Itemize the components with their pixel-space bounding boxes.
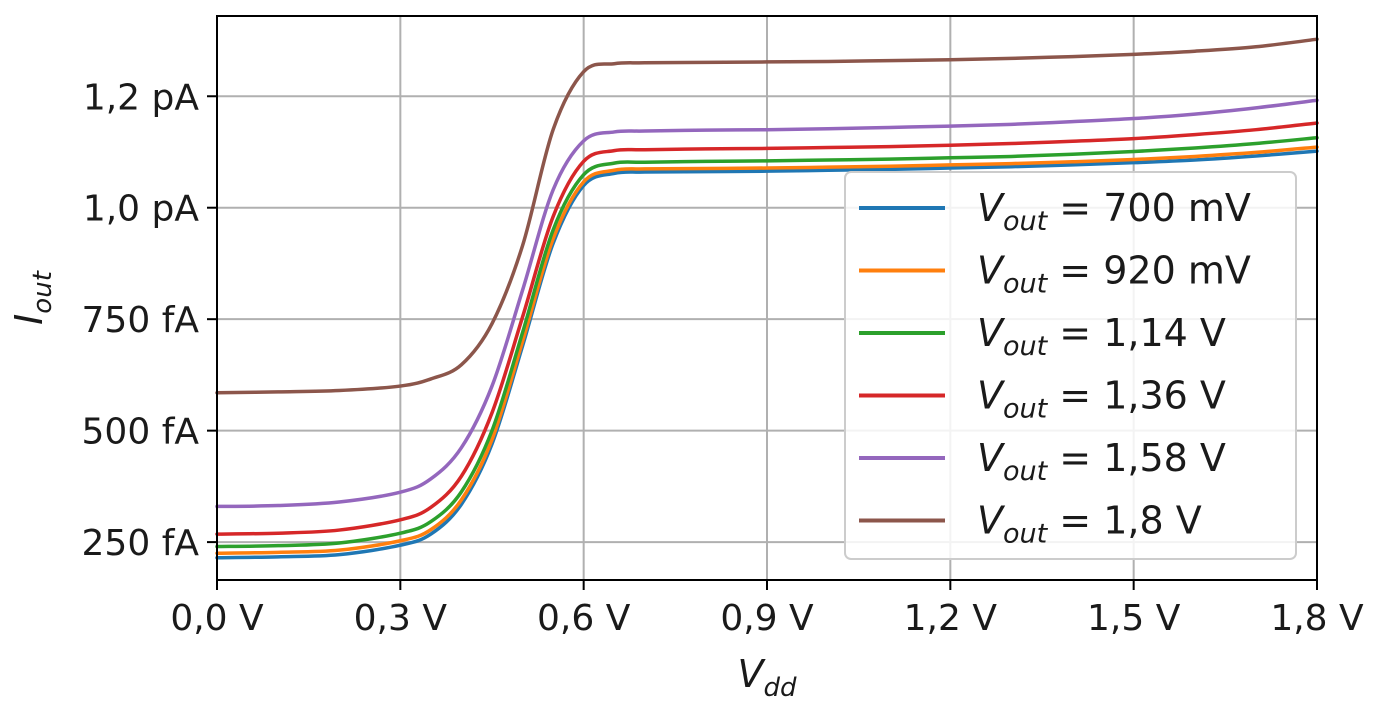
legend-var-sub: out — [1003, 331, 1049, 362]
series-line-4 — [215, 121, 1319, 536]
legend-var: V — [977, 186, 1006, 230]
legend-var-sub: out — [1003, 519, 1049, 550]
x-tick-label: 1,5 V — [1087, 598, 1181, 639]
y-axis-label-sub: out — [28, 270, 58, 313]
x-tick-label: 0,0 V — [170, 598, 264, 639]
legend-value: = 1,14 V — [1047, 311, 1226, 355]
x-tick-label: 0,6 V — [537, 598, 631, 639]
legend-var: V — [977, 311, 1006, 355]
y-tick-label: 250 fA — [82, 523, 200, 564]
legend-var-sub: out — [1003, 269, 1049, 300]
x-tick-label: 1,2 V — [904, 598, 998, 639]
x-tick-label: 0,9 V — [720, 598, 814, 639]
legend-var: V — [977, 374, 1006, 418]
y-axis-label: Iout — [7, 270, 58, 325]
legend-var-sub: out — [1003, 206, 1049, 237]
legend-value: = 1,58 V — [1047, 436, 1226, 480]
legend-value: = 700 mV — [1047, 186, 1251, 230]
legend-var: V — [977, 436, 1006, 480]
y-tick-label: 1,0 pA — [83, 189, 200, 230]
series-line-3 — [215, 135, 1319, 549]
x-axis-label: Vdd — [737, 652, 797, 702]
legend-value: = 920 mV — [1047, 249, 1251, 293]
legend-label-6: Vout = 1,8 V — [977, 499, 1202, 550]
legend-var-sub: out — [1003, 456, 1049, 487]
x-axis-label-sub: dd — [763, 673, 797, 702]
series-line-6 — [215, 37, 1319, 395]
legend-var-sub: out — [1003, 394, 1049, 425]
y-axis-label-main: I — [7, 314, 51, 325]
legend-label-4: Vout = 1,36 V — [977, 374, 1226, 425]
x-tick-label: 0,3 V — [354, 598, 448, 639]
y-tick-label: 500 fA — [82, 412, 200, 453]
legend-value: = 1,8 V — [1047, 499, 1202, 543]
legend-label-5: Vout = 1,58 V — [977, 436, 1226, 487]
y-tick-label: 750 fA — [82, 300, 200, 341]
axis-ticks: 0,0 V 0,3 V 0,6 V 0,9 V 1,2 V 1,5 V 1,8 V 250 f… — [82, 77, 1365, 639]
legend-var: V — [977, 499, 1006, 543]
legend-value: = 1,36 V — [1047, 374, 1226, 418]
x-tick-label: 1,8 V — [1270, 598, 1364, 639]
series-line-5 — [215, 98, 1319, 509]
legend-label-3: Vout = 1,14 V — [977, 311, 1226, 362]
y-tick-label: 1,2 pA — [83, 77, 200, 118]
series-line-2 — [215, 145, 1319, 555]
legend-label-1: Vout = 700 mV — [977, 186, 1251, 237]
legend-var: V — [977, 249, 1006, 293]
series-line-1 — [215, 149, 1319, 560]
legend-box — [844, 171, 1297, 560]
series-lines — [215, 37, 1319, 560]
x-axis-label-main: V — [737, 652, 766, 696]
legend-label-2: Vout = 920 mV — [977, 249, 1251, 300]
